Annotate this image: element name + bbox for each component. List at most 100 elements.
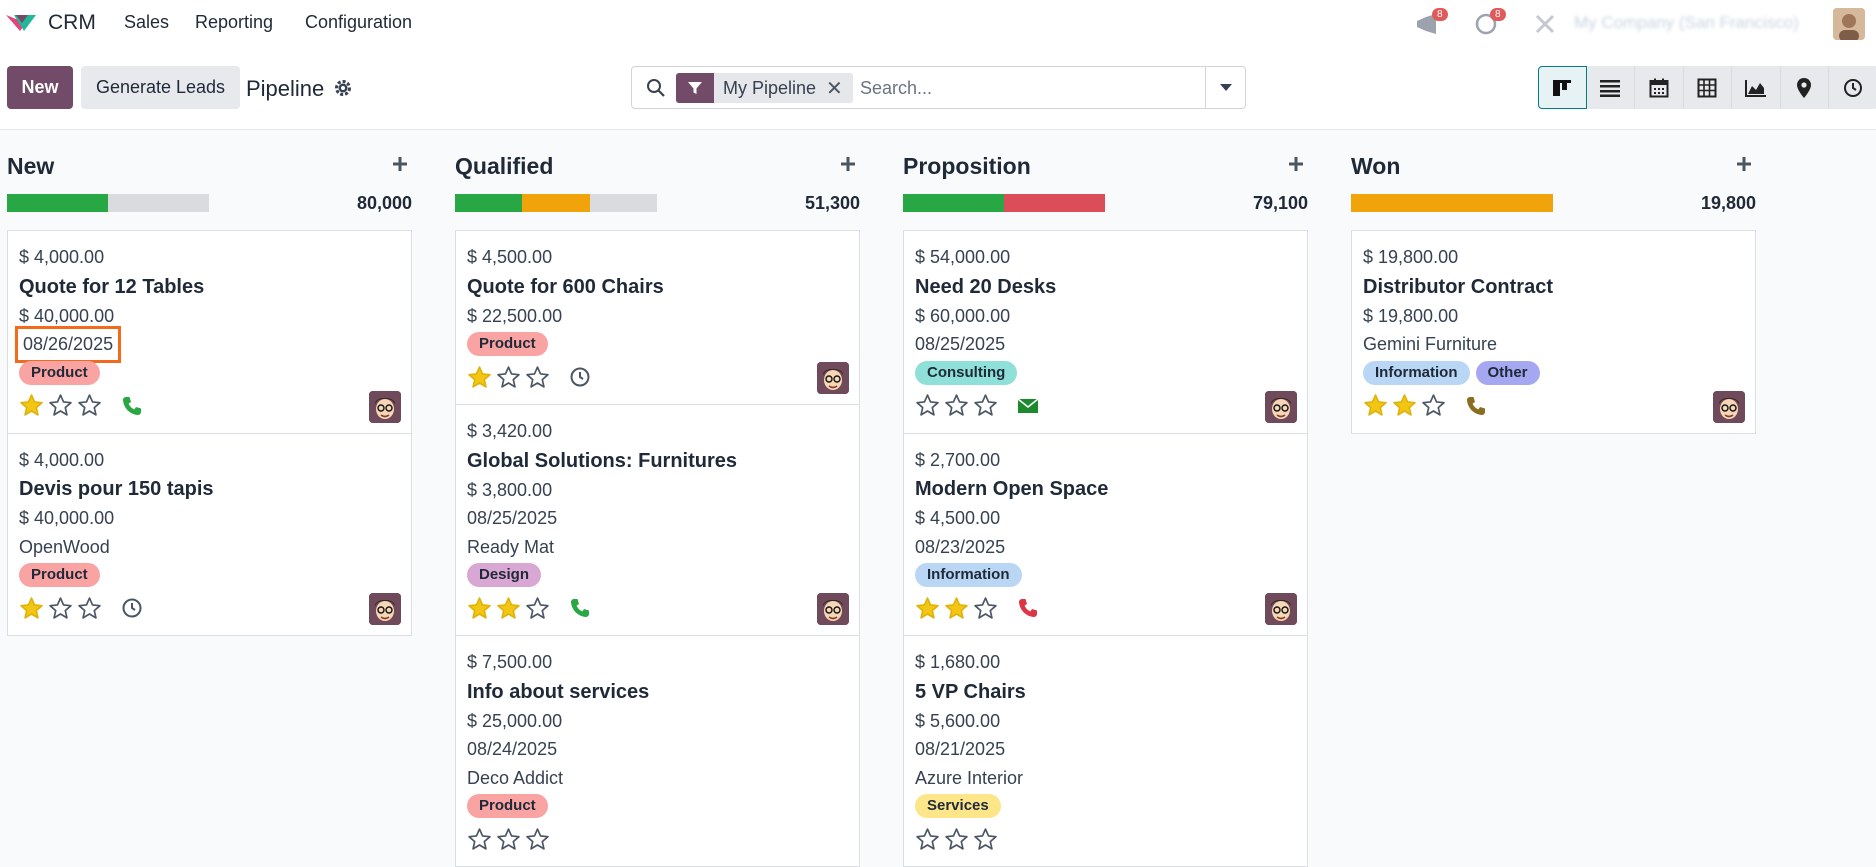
assignee-avatar[interactable] (817, 362, 849, 394)
kanban-card[interactable]: $ 3,420.00 Global Solutions: Furnitures $ … (456, 405, 859, 636)
star-empty-icon[interactable] (973, 827, 998, 852)
progress-segment-green[interactable] (455, 194, 522, 212)
star-filled-icon[interactable] (19, 596, 44, 621)
tools-icon[interactable] (1534, 8, 1560, 38)
kanban-card[interactable]: $ 4,500.00 Quote for 600 Chairs $ 22,500.0… (456, 231, 859, 405)
search-icon[interactable] (646, 78, 666, 98)
column-progress-bar[interactable] (903, 194, 1105, 212)
star-filled-icon[interactable] (467, 365, 492, 390)
activity-button[interactable] (568, 365, 592, 389)
star-empty-icon[interactable] (944, 393, 969, 418)
activities-icon[interactable]: 8 (1474, 8, 1506, 38)
add-plus-icon[interactable] (836, 152, 860, 176)
card-title: Global Solutions: Furnitures (467, 449, 737, 472)
star-empty-icon[interactable] (525, 365, 550, 390)
activity-button[interactable] (1016, 394, 1040, 418)
star-empty-icon[interactable] (77, 596, 102, 621)
star-empty-icon[interactable] (525, 827, 550, 852)
menu-reporting[interactable]: Reporting (195, 12, 274, 32)
assignee-avatar[interactable] (369, 390, 401, 423)
user-avatar[interactable] (1833, 8, 1865, 40)
star-filled-icon[interactable] (19, 393, 44, 418)
star-empty-icon[interactable] (973, 596, 998, 621)
search-input[interactable] (860, 75, 1190, 101)
pivot-view-button[interactable] (1683, 66, 1732, 109)
company-switcher[interactable]: My Company (San Francisco) (1574, 13, 1799, 32)
progress-segment-green[interactable] (903, 194, 1004, 212)
star-filled-icon[interactable] (915, 596, 940, 621)
star-empty-icon[interactable] (48, 596, 73, 621)
kanban-card[interactable]: $ 19,800.00 Distributor Contract $ 19,800.… (1352, 231, 1755, 433)
progress-segment-grey[interactable] (590, 194, 657, 212)
card-footer (467, 822, 848, 856)
progress-segment-orange[interactable] (521, 194, 591, 212)
activity-view-button[interactable] (1829, 66, 1876, 109)
graph-view-button[interactable] (1732, 66, 1781, 109)
progress-segment-red[interactable] (1004, 194, 1105, 212)
activity-button[interactable] (120, 394, 144, 418)
activity-button[interactable] (1016, 596, 1040, 620)
crm-logo-icon[interactable] (4, 11, 38, 35)
kanban-card[interactable]: $ 54,000.00 Need 20 Desks $ 60,000.00 08/25… (904, 231, 1307, 434)
facet-remove-icon[interactable]: ✕ (826, 77, 843, 100)
column-progress-bar[interactable] (1351, 194, 1553, 212)
star-empty-icon[interactable] (496, 827, 521, 852)
activity-button[interactable] (568, 596, 592, 620)
star-empty-icon[interactable] (48, 393, 73, 418)
star-empty-icon[interactable] (973, 393, 998, 418)
priority-stars (467, 827, 550, 852)
kanban-cards: $ 19,800.00 Distributor Contract $ 19,800.… (1351, 230, 1756, 434)
list-view-button[interactable] (1586, 66, 1635, 109)
card-title: Quote for 12 Tables (19, 275, 205, 298)
messages-icon[interactable]: 8 (1414, 8, 1448, 38)
assignee-avatar[interactable] (1713, 390, 1745, 423)
kanban-cards: $ 4,500.00 Quote for 600 Chairs $ 22,500.0… (455, 230, 860, 867)
kanban-card[interactable]: $ 1,680.00 5 VP Chairs $ 5,600.00 08/21/202… (904, 636, 1307, 866)
app-name[interactable]: CRM (48, 11, 96, 34)
star-empty-icon[interactable] (496, 365, 521, 390)
star-empty-icon[interactable] (77, 393, 102, 418)
kanban-card[interactable]: $ 4,000.00 Devis pour 150 tapis $ 40,000.0… (8, 434, 411, 636)
column-progress-bar[interactable] (455, 194, 657, 212)
add-plus-icon[interactable] (388, 152, 412, 176)
assignee-avatar[interactable] (1265, 593, 1297, 625)
star-filled-icon[interactable] (1363, 393, 1388, 418)
add-plus-icon[interactable] (1284, 152, 1308, 176)
assignee-avatar[interactable] (1265, 390, 1297, 423)
star-empty-icon[interactable] (525, 596, 550, 621)
card-footer (467, 591, 848, 625)
assignee-avatar[interactable] (369, 593, 401, 625)
kanban-card[interactable]: $ 4,000.00 Quote for 12 Tables $ 40,000.00… (8, 231, 411, 434)
gear-icon[interactable] (333, 78, 353, 98)
new-button[interactable]: New (7, 66, 73, 109)
star-filled-icon[interactable] (496, 596, 521, 621)
assignee-avatar[interactable] (817, 593, 849, 625)
column-progress-bar[interactable] (7, 194, 209, 212)
star-empty-icon[interactable] (944, 827, 969, 852)
search-options-toggle[interactable] (1205, 67, 1245, 108)
map-view-button[interactable] (1780, 66, 1829, 109)
calendar-view-button[interactable] (1635, 66, 1684, 109)
activity-button[interactable] (1464, 394, 1488, 418)
add-plus-icon[interactable] (1732, 152, 1756, 176)
kanban-card[interactable]: $ 2,700.00 Modern Open Space $ 4,500.00 08/… (904, 434, 1307, 636)
card-expected-revenue: $ 25,000.00 (467, 710, 563, 731)
kanban-view-button[interactable] (1538, 66, 1587, 109)
card-expected-revenue: $ 5,600.00 (915, 710, 1001, 731)
progress-segment-grey[interactable] (108, 194, 209, 212)
kanban-card[interactable]: $ 7,500.00 Info about services $ 25,000.00… (456, 636, 859, 866)
star-empty-icon[interactable] (915, 393, 940, 418)
activity-button[interactable] (120, 596, 144, 620)
progress-segment-green[interactable] (7, 194, 108, 212)
card-expected-revenue: $ 22,500.00 (467, 305, 563, 326)
star-filled-icon[interactable] (467, 596, 492, 621)
menu-configuration[interactable]: Configuration (305, 12, 413, 32)
star-filled-icon[interactable] (944, 596, 969, 621)
menu-sales[interactable]: Sales (124, 12, 170, 32)
progress-segment-orange[interactable] (1351, 194, 1553, 212)
star-filled-icon[interactable] (1392, 393, 1417, 418)
star-empty-icon[interactable] (467, 827, 492, 852)
star-empty-icon[interactable] (915, 827, 940, 852)
star-empty-icon[interactable] (1421, 393, 1446, 418)
generate-leads-button[interactable]: Generate Leads (81, 66, 240, 109)
